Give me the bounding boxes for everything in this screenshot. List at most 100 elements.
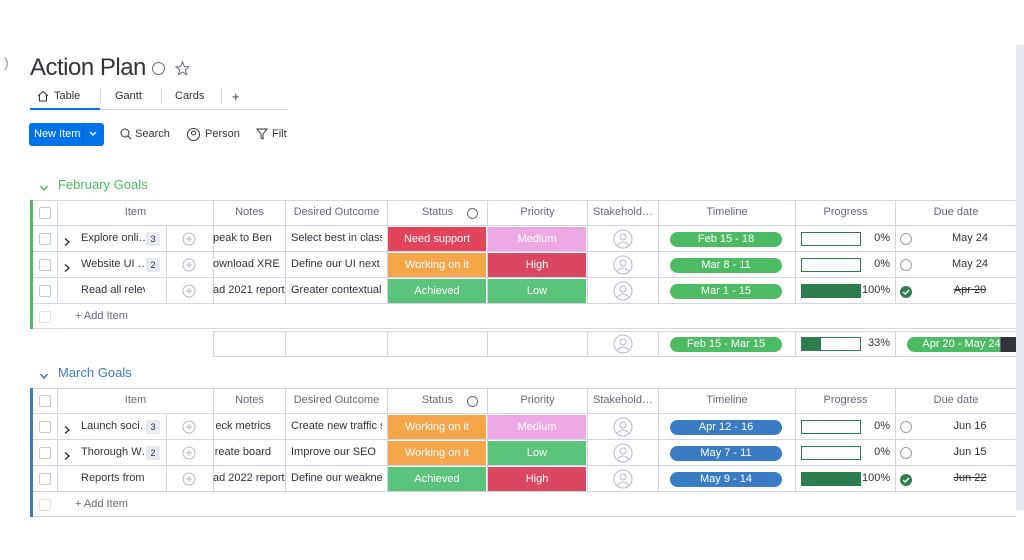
group-title[interactable]: March Goals [58,365,132,380]
desired-outcome: Define our weaknes… [291,472,382,484]
column-header: Progress [795,388,895,414]
column-header: Status [387,200,487,226]
cell [57,252,213,278]
filter-button[interactable]: Filt [272,128,287,140]
cell [487,440,587,466]
cell [658,278,795,304]
tab[interactable]: Gantt [115,90,142,102]
priority[interactable]: Low [488,441,586,465]
cell [587,414,658,440]
status[interactable]: Need support [388,227,486,251]
checkbox [39,311,51,323]
cell [895,440,1016,466]
timeline-pill: Mar 8 - 11 [670,258,782,273]
new-item-label[interactable]: New Item [34,128,81,140]
subitem-count: 3 [146,420,160,434]
comment-icon [182,232,196,246]
progress-fill [802,285,860,297]
priority[interactable]: High [488,467,586,491]
column-header: Desired Outcome [285,200,387,226]
group-title[interactable]: February Goals [58,177,148,192]
desired-outcome: Select best in class… [291,232,382,244]
divider [166,440,167,466]
priority[interactable]: High [488,253,586,277]
desired-outcome: Greater contextual … [291,284,382,296]
add-item[interactable]: + Add Item [75,498,128,510]
priority[interactable]: Medium [488,227,586,251]
cell [795,331,895,357]
checkbox[interactable] [39,285,51,297]
add-item[interactable]: + Add Item [75,310,128,322]
due-circle [900,233,912,245]
checkbox[interactable] [39,233,51,245]
timeline-pill: Apr 12 - 16 [670,420,782,435]
cell [487,466,587,492]
tab-add[interactable]: + [232,89,240,104]
divider [100,89,101,103]
cell [895,252,1016,278]
due-date: May 24 [951,232,989,244]
column-header: Notes [213,388,285,414]
cell [285,226,387,252]
checkbox[interactable] [39,421,51,433]
person-button[interactable]: Person [205,128,240,140]
item-name: Thorough W… [81,446,145,458]
priority[interactable]: Medium [488,415,586,439]
cell [795,252,895,278]
due-date: Apr 20 [953,284,987,296]
priority[interactable]: Low [488,279,586,303]
cell [285,278,387,304]
status[interactable]: Working on it [388,415,486,439]
checkbox[interactable] [39,473,51,485]
cell [213,440,285,466]
info-icon[interactable] [152,62,165,75]
cell [387,331,487,357]
status[interactable]: Working on it [388,441,486,465]
edge: ) [4,54,9,70]
cell [658,466,795,492]
progress-label: 0% [874,446,890,458]
cell [658,440,795,466]
due-date: Jun 15 [953,446,987,458]
subitem-count: 3 [146,232,160,246]
cell [487,414,587,440]
cell [487,226,587,252]
desired-outcome: Define our UI next s… [291,258,382,270]
row [33,226,1016,252]
status[interactable]: Working on it [388,253,486,277]
column-header: Due date [895,388,1016,414]
row [33,414,1016,440]
checkbox [39,499,51,511]
cell [895,466,1016,492]
new-item-button[interactable] [29,123,104,146]
cell [57,466,213,492]
due-range-pill: Apr 20 - May 24 [907,337,1016,352]
progress-track [801,258,861,272]
dropdown-icon[interactable] [88,129,98,139]
scrollbar[interactable] [1016,45,1024,510]
status[interactable]: Achieved [388,279,486,303]
progress-track [801,446,861,460]
tab[interactable]: Table [54,90,81,102]
comment-icon [182,258,196,272]
column-header: Priority [487,388,587,414]
checkbox[interactable] [39,259,51,271]
subitem-count: 2 [146,446,160,460]
notes: peak to Ben [213,232,272,244]
collapse-icon [39,368,49,380]
column-header: Status [387,388,487,414]
done-icon [900,285,912,298]
star-icon[interactable] [175,61,190,76]
tab[interactable]: Cards [175,90,205,102]
cell [487,252,587,278]
expand-icon [62,260,72,273]
search-button[interactable]: Search [135,128,170,140]
cell [795,226,895,252]
checkbox[interactable] [39,447,51,459]
cell [795,414,895,440]
expand-icon [62,234,72,247]
cell [213,466,285,492]
divider [166,252,167,278]
column-header: Due date [895,200,1016,226]
status[interactable]: Achieved [388,467,486,491]
